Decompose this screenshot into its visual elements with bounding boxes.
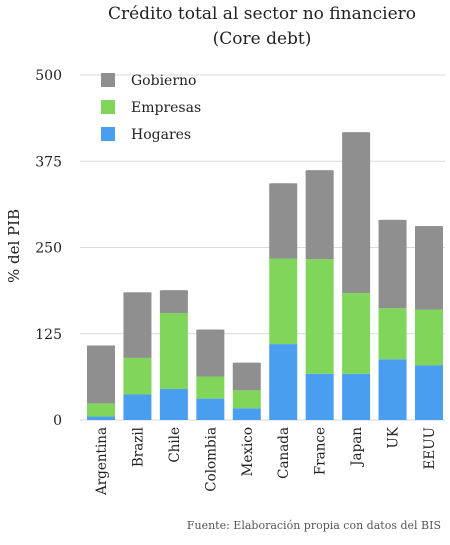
legend-label-empresas: Empresas xyxy=(131,100,201,116)
bar-cap xyxy=(159,290,188,297)
bar-segment-gobierno xyxy=(196,329,225,377)
bar-cap xyxy=(87,345,115,352)
x-tick-label: Colombia xyxy=(203,427,219,492)
y-tick-label: 500 xyxy=(35,68,62,84)
bar-segment-empresas xyxy=(196,376,225,399)
x-tick-label: Argentina xyxy=(94,427,110,496)
legend-label-hogares: Hogares xyxy=(131,127,191,143)
bar-segment-hogares xyxy=(159,388,188,420)
bar-segment-gobierno xyxy=(87,345,115,404)
x-axis-labels: Argentina Brazil Chile Colombia Mexico Canada… xyxy=(94,426,438,496)
x-tick-label: Chile xyxy=(167,427,183,463)
legend-swatch-gobierno xyxy=(101,73,115,87)
bar-segment-hogares xyxy=(269,344,298,420)
bar-cap xyxy=(378,219,407,226)
legend: Gobierno Empresas Hogares xyxy=(101,73,201,143)
chart-subtitle: (Core debt) xyxy=(213,29,312,49)
y-axis-label: % del PIB xyxy=(5,209,23,283)
bar-segment-hogares xyxy=(232,408,261,420)
bar-stack-canada xyxy=(269,183,298,420)
bar-cap xyxy=(123,292,152,299)
bar-segment-gobierno xyxy=(342,132,371,294)
legend-swatch-hogares xyxy=(101,127,115,141)
x-tick-label: Canada xyxy=(276,427,292,479)
bar-segment-empresas xyxy=(305,259,334,374)
x-tick-label: France xyxy=(313,427,329,475)
bar-cap xyxy=(342,132,371,139)
bar-cap xyxy=(232,362,261,369)
bars xyxy=(87,132,443,420)
bar-stack-japan xyxy=(342,132,371,420)
bar-segment-empresas xyxy=(415,309,443,366)
bar-stack-france xyxy=(305,170,334,420)
bar-segment-hogares xyxy=(87,416,115,420)
bar-segment-empresas xyxy=(123,357,152,395)
x-tick-label: Japan xyxy=(349,427,365,468)
bar-segment-hogares xyxy=(378,359,407,420)
x-tick-label: Brazil xyxy=(130,427,146,467)
bar-segment-empresas xyxy=(87,403,115,417)
x-tick-label: EEUU xyxy=(422,427,438,469)
bar-stack-eeuu xyxy=(415,226,443,420)
bar-stack-brazil xyxy=(123,292,152,420)
bar-stack-argentina xyxy=(87,345,115,420)
bar-stack-colombia xyxy=(196,329,225,420)
y-tick-label: 375 xyxy=(35,154,62,170)
bar-segment-hogares xyxy=(305,373,334,420)
y-tick-label: 0 xyxy=(53,413,62,429)
bar-stack-chile xyxy=(159,290,188,420)
bar-cap xyxy=(415,226,443,233)
bar-segment-hogares xyxy=(415,365,443,420)
source-note: Fuente: Elaboración propia con datos del… xyxy=(187,519,441,532)
bar-segment-gobierno xyxy=(415,226,443,310)
bar-segment-gobierno xyxy=(378,219,407,309)
bar-stack-mexico xyxy=(232,362,261,420)
bar-cap xyxy=(305,170,334,177)
bar-cap xyxy=(269,183,298,190)
chart-title: Crédito total al sector no financiero xyxy=(108,4,416,24)
y-tick-label: 250 xyxy=(35,241,62,257)
bar-cap xyxy=(196,329,225,336)
bar-segment-hogares xyxy=(196,398,225,420)
bar-stack-uk xyxy=(378,219,407,420)
bar-segment-empresas xyxy=(378,308,407,360)
bar-segment-gobierno xyxy=(305,170,334,260)
bar-segment-gobierno xyxy=(123,292,152,358)
y-axis-ticks: 0 125 250 375 500 xyxy=(35,68,62,429)
bar-segment-empresas xyxy=(159,313,188,389)
x-tick-label: Mexico xyxy=(240,427,256,476)
bar-segment-empresas xyxy=(232,390,261,409)
bar-segment-gobierno xyxy=(269,183,298,259)
bar-segment-empresas xyxy=(342,293,371,374)
y-tick-label: 125 xyxy=(35,327,62,343)
bar-segment-empresas xyxy=(269,258,298,345)
legend-swatch-empresas xyxy=(101,100,115,114)
bar-segment-hogares xyxy=(342,373,371,420)
x-tick-label: UK xyxy=(386,426,402,448)
bar-segment-hogares xyxy=(123,394,152,420)
legend-label-gobierno: Gobierno xyxy=(131,73,196,89)
